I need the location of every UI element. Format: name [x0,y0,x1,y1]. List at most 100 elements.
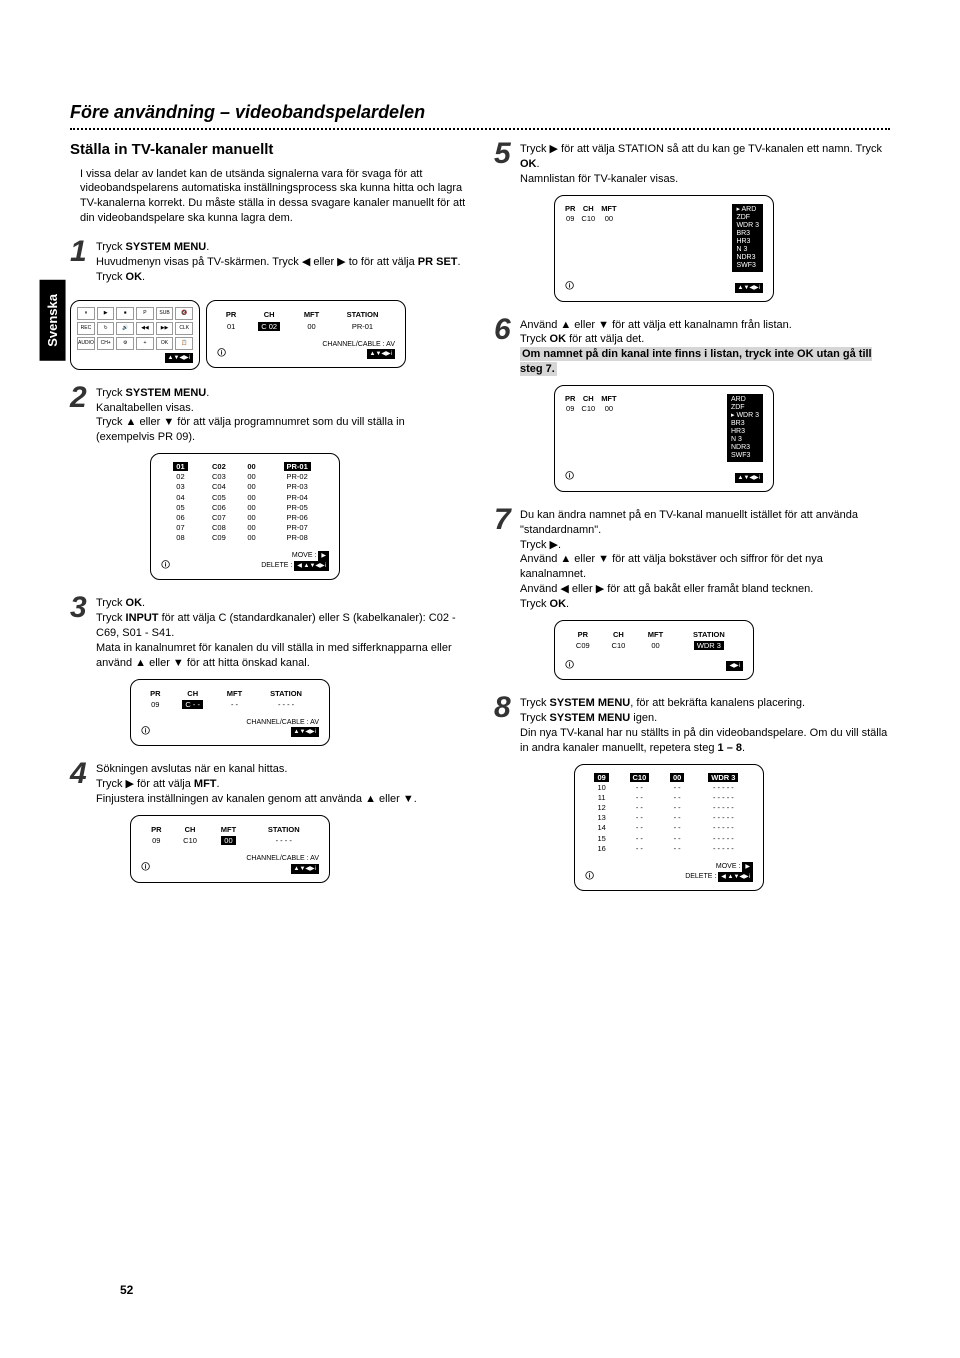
c: 09 [565,404,575,414]
iset-icon [585,870,594,882]
t: OK [126,597,143,609]
nav-icon: ▲▼◀▶i [735,283,763,293]
t: SYSTEM MENU [550,712,631,724]
c: 00 [601,214,616,224]
chav: CHANNEL/CABLE : AV [246,718,319,727]
osd-panel-6: PR09 CHC10 MFT00 ARDZDFWDR 3BR3HR3N 3NDR… [554,385,774,492]
chav: CHANNEL/CABLE : AV [246,854,319,863]
c: C10 [581,214,595,224]
iset-icon [565,280,574,292]
h: STATION [253,688,319,700]
t: Finjustera inställningen av kanalen geno… [96,793,417,805]
t: 1 – 8 [718,742,742,754]
page-title: Före användning – videobandspelardelen [70,100,890,124]
c: - - - - [253,700,319,710]
t: OK [550,333,567,345]
iset-icon [141,725,150,737]
dl: DELETE : [261,562,292,569]
t: MFT [194,778,217,790]
h: CH [172,824,209,836]
step-text: Använd ▲ eller ▼ för att välja ett kanal… [520,316,890,377]
c: - - - - [248,836,319,846]
step-4: 4 Sökningen avslutas när en kanal hittas… [70,760,466,807]
iset-icon [161,559,170,571]
iset-icon [565,470,574,482]
t: Din nya TV-kanal har nu ställts in på di… [520,727,887,754]
step-number: 6 [494,316,516,377]
step-text: Tryck ▶ för att välja STATION så att du … [520,140,890,187]
c: C - - [182,700,203,709]
iset-icon [141,861,150,873]
h: MFT [636,629,675,641]
h: STATION [248,824,319,836]
c: 09 [565,214,575,224]
t: Huvudmenyn visas på TV-skärmen. Tryck ◀ … [96,256,418,268]
remote-diagram: ⏸▶⏹PSUB🔇 REC↻🔊◀◀▶▶CLK AUDIOCH+⚙+OK📋 ▲▼◀▶… [70,300,200,369]
t: Mata in kanalnumret för kanalen du vill … [96,642,452,669]
highlight-text: Om namnet på din kanal inte finns i list… [520,347,872,376]
h: MFT [601,394,616,403]
step-number: 3 [70,594,92,670]
t: . [537,158,540,170]
c: C10 [581,404,595,414]
t: . [142,271,145,283]
nav-icon: ▲▼◀▶i [367,349,395,359]
c: C10 [601,641,637,651]
t: Använd ▲ eller ▼ för att välja ett kanal… [520,319,792,331]
h: PR [565,629,601,641]
t: OK [550,598,567,610]
step-8: 8 Tryck SYSTEM MENU, för att bekräfta ka… [494,694,890,755]
osd-panel-7: PRCHMFTSTATION C09C1000WDR 3 ◀▶i [554,620,754,681]
t: SYSTEM MENU [126,241,207,253]
nav-icon: ◀▶i [726,661,743,671]
step-text: Tryck SYSTEM MENU, för att bekräfta kana… [520,694,890,755]
t: Sökningen avslutas när en kanal hittas. [96,763,287,775]
left-column: Ställa in TV-kanaler manuellt I vissa de… [70,140,466,905]
h: MFT [208,824,248,836]
t: OK [520,158,537,170]
t: . [206,387,209,399]
t: . [142,597,145,609]
c: 00 [601,404,616,414]
t: SYSTEM MENU [550,697,631,709]
osd-panel-4: PRCHMFTSTATION 09C1000- - - - CHANNEL/CA… [130,815,330,883]
t: Tryck [520,697,550,709]
chav: CHANNEL/CABLE : AV [322,340,395,349]
c: - - [216,700,253,710]
page-number: 52 [120,1282,133,1298]
h: PR [565,204,575,213]
intro-text: I vissa delar av landet kan de utsända s… [70,167,466,226]
station-list: ARDZDFWDR 3BR3HR3N 3NDR3SWF3 [732,204,763,272]
t: , för att bekräfta kanalens placering. [630,697,805,709]
step-number: 1 [70,238,92,285]
step-number: 4 [70,760,92,807]
step-number: 2 [70,384,92,445]
step-1: 1 Tryck SYSTEM MENU. Huvudmenyn visas på… [70,238,466,285]
c: 00 [636,641,675,651]
c: C 02 [258,322,280,331]
station-list: ARDZDFWDR 3BR3HR3N 3NDR3SWF3 [727,394,763,462]
h: MFT [216,688,253,700]
step-number: 8 [494,694,516,755]
t: . [206,241,209,253]
osd-panel-2: 01C0200PR-0102C0300PR-0203C0400PR-0304C0… [150,453,340,580]
dl: DELETE : [685,873,716,880]
h: MFT [601,204,616,213]
h: CH [583,204,594,213]
t: Tryck [96,241,126,253]
t: Tryck [520,712,550,724]
step-6: 6 Använd ▲ eller ▼ för att välja ett kan… [494,316,890,377]
c: WDR 3 [694,641,724,650]
c: C10 [172,836,209,846]
nav-icon: ▲▼◀▶i [291,864,319,874]
t: INPUT [126,612,159,624]
c: C09 [565,641,601,651]
t: PR SET [418,256,458,268]
c: 00 [221,836,235,845]
h: PR [141,824,172,836]
step-3: 3 Tryck OK. Tryck INPUT för att välja C … [70,594,466,670]
step-text: Sökningen avslutas när en kanal hittas. … [96,760,466,807]
h: MFT [293,309,330,321]
t: SYSTEM MENU [126,387,207,399]
t: Tryck [96,387,126,399]
